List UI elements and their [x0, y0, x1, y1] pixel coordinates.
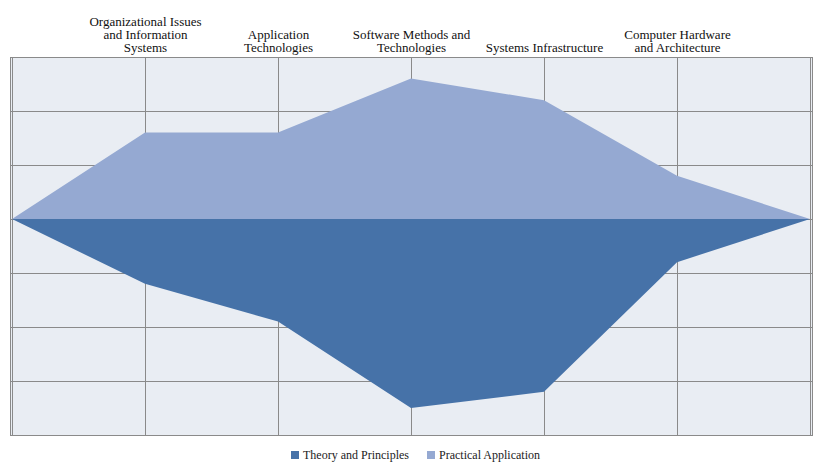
html-text:Theory and Principles: Theory and Principles	[303, 447, 409, 462]
html-text:Practical Application: Practical Application	[439, 447, 540, 462]
svg-text:Organizational Issuesand Infor: Organizational Issuesand InformationSyst…	[89, 14, 201, 55]
svg-text:Software Methods andTechnologi: Software Methods andTechnologies	[353, 27, 471, 55]
svg-text:Systems Infrastructure: Systems Infrastructure	[486, 40, 604, 55]
svg-text:ApplicationTechnologies: ApplicationTechnologies	[244, 27, 313, 55]
svg-text:Computer Hardwareand Architect: Computer Hardwareand Architecture	[624, 27, 731, 55]
